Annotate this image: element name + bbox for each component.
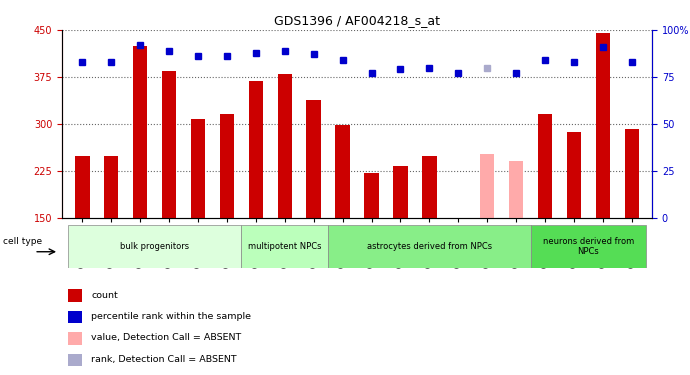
Bar [335,125,350,217]
Bar [104,156,119,218]
Text: rank, Detection Call = ABSENT: rank, Detection Call = ABSENT [91,355,237,364]
Bar [328,225,531,268]
Bar [162,70,177,217]
Bar [393,166,408,218]
Bar [566,132,581,218]
Bar [219,114,234,218]
Bar [241,225,328,268]
Bar [509,161,523,218]
Text: cell type: cell type [3,237,42,246]
Bar [68,332,81,345]
Bar [277,74,292,217]
Bar [68,289,81,302]
Bar [191,119,205,218]
Text: bulk progenitors: bulk progenitors [120,242,189,251]
Bar [68,354,81,366]
Text: neurons derived from
NPCs: neurons derived from NPCs [543,237,634,256]
Text: astrocytes derived from NPCs: astrocytes derived from NPCs [367,242,492,251]
Bar [595,33,610,218]
Bar [75,156,90,218]
Text: multipotent NPCs: multipotent NPCs [248,242,322,251]
Text: count: count [91,291,118,300]
Bar [306,100,321,218]
Bar [531,225,647,268]
Bar [422,156,437,218]
Text: value, Detection Call = ABSENT: value, Detection Call = ABSENT [91,333,242,342]
Bar [364,172,379,217]
Title: GDS1396 / AF004218_s_at: GDS1396 / AF004218_s_at [274,15,440,27]
Bar [480,154,495,218]
Bar [133,46,148,218]
Bar [248,81,263,218]
Bar [538,114,552,218]
Bar [68,225,242,268]
Bar [68,310,81,323]
Bar [624,129,639,218]
Text: percentile rank within the sample: percentile rank within the sample [91,312,251,321]
